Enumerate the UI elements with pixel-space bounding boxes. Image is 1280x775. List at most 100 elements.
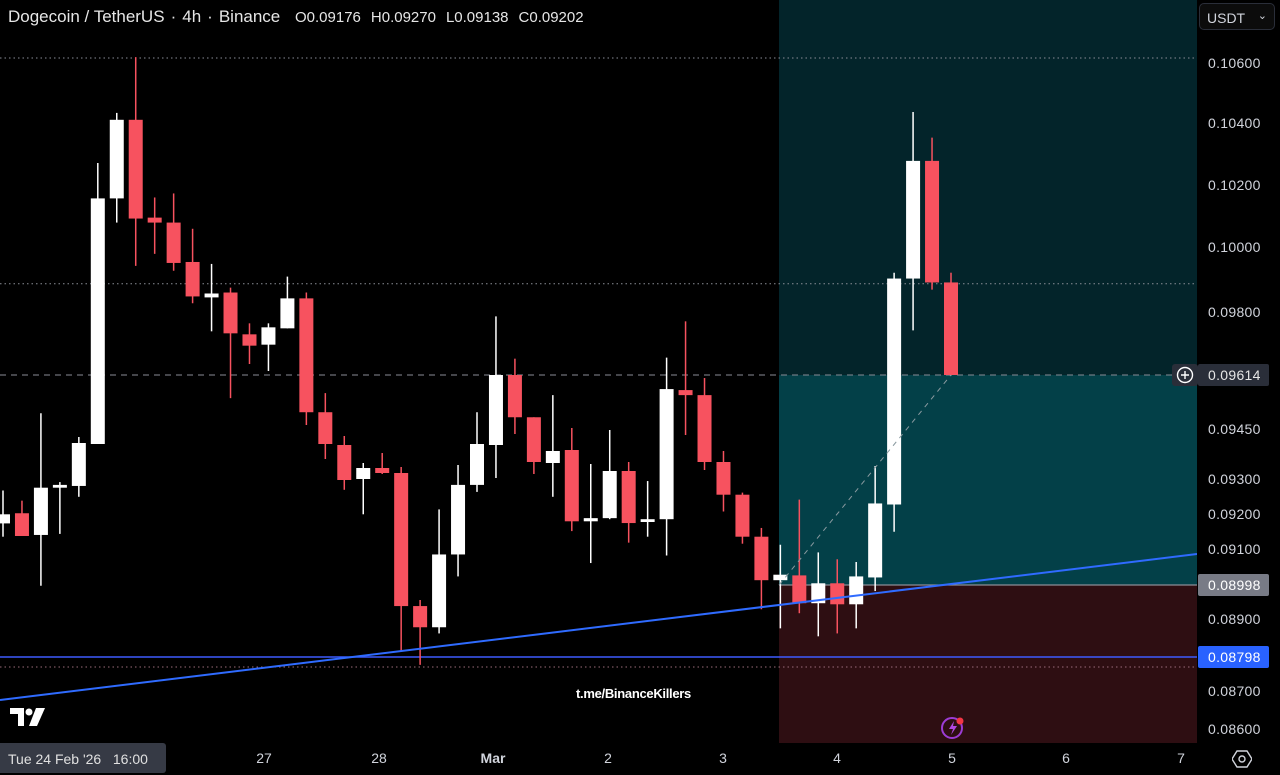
candle (356, 463, 371, 515)
candle-body (830, 583, 845, 605)
candle-body (735, 494, 750, 537)
candle (204, 263, 219, 332)
stop-loss-zone (779, 585, 1197, 743)
candle-body (413, 606, 428, 628)
candle-body (716, 462, 731, 495)
candle (602, 430, 617, 520)
candle-body (261, 327, 276, 345)
entry-price-label: 0.08998 (1198, 574, 1269, 596)
candle (659, 357, 674, 556)
candle-body (659, 389, 674, 520)
price-tick: 0.09450 (1208, 421, 1261, 437)
tradingview-logo[interactable] (10, 708, 46, 733)
crosshair-time-label: Tue 24 Feb '26 16:00 (0, 743, 166, 773)
time-tick: 6 (1062, 750, 1070, 766)
separator: · (207, 7, 213, 26)
candle-body (526, 417, 541, 462)
candle-body (128, 119, 143, 219)
candle-body (337, 445, 352, 480)
candle (394, 467, 409, 652)
candle (33, 413, 48, 586)
ohlc-high: H0.09270 (370, 9, 436, 26)
candle (413, 600, 428, 665)
time-tick: 7 (1177, 750, 1185, 766)
time-tick: 5 (948, 750, 956, 766)
candle (185, 228, 200, 304)
price-tick: 0.09200 (1208, 506, 1261, 522)
candle-body (811, 583, 826, 604)
candle (14, 500, 29, 536)
candle (944, 272, 958, 375)
candle (716, 451, 731, 512)
candle (0, 490, 10, 537)
candle-body (583, 518, 598, 522)
candle-body (52, 484, 67, 488)
candle (90, 163, 105, 444)
candle (735, 492, 750, 544)
candle (564, 427, 579, 532)
candle-body (754, 536, 769, 581)
candle-body (71, 443, 86, 486)
separator: · (170, 7, 177, 26)
chart-canvas[interactable] (0, 0, 1197, 743)
candle (470, 412, 484, 492)
price-tick: 0.10400 (1208, 115, 1261, 131)
candle (507, 358, 522, 434)
candle (583, 464, 598, 564)
candle-body (204, 293, 219, 298)
candle-body (564, 450, 579, 522)
candle-body (375, 468, 390, 473)
candle (773, 544, 788, 629)
candle-body (697, 395, 712, 462)
candle (640, 481, 655, 537)
candle (545, 395, 560, 497)
plus-circle-icon[interactable] (1172, 364, 1198, 386)
candle (280, 276, 295, 329)
time-tick: 2 (604, 750, 612, 766)
candle (147, 197, 162, 254)
candle (299, 292, 314, 425)
interval[interactable]: 4h (182, 7, 202, 26)
candle-body (90, 198, 105, 444)
price-tick: 0.10200 (1208, 177, 1261, 193)
candles-layer (0, 57, 958, 665)
price-tick: 0.09300 (1208, 471, 1261, 487)
candle (697, 378, 712, 470)
ohlc-open: O0.09176 (295, 9, 361, 26)
candle-body (451, 484, 466, 555)
gear-icon[interactable] (1231, 750, 1253, 773)
price-tick: 0.08700 (1208, 683, 1261, 699)
profit-zone-upper (779, 0, 1197, 375)
price-tick: 0.09100 (1208, 541, 1261, 557)
time-tick: 28 (371, 750, 387, 766)
candle (754, 527, 769, 610)
ohlc-low: L0.09138 (445, 9, 509, 26)
last-price-label: 0.09614 (1198, 364, 1269, 386)
candle (526, 417, 541, 474)
candle-body (678, 390, 693, 396)
exchange: Binance (218, 7, 281, 26)
candle-body (849, 576, 864, 605)
candle (109, 112, 124, 223)
trendline (0, 553, 1197, 701)
candle-body (0, 514, 10, 524)
time-tick: 3 (719, 750, 727, 766)
watermark: t.me/BinanceKillers (576, 686, 691, 701)
symbol-header: Dogecoin / TetherUS · 4h · Binance O0.09176 H… (8, 7, 590, 27)
symbol-name[interactable]: Dogecoin / TetherUS (8, 7, 165, 26)
candle (488, 316, 503, 478)
candle-body (280, 298, 295, 329)
currency-value: USDT (1207, 10, 1246, 26)
candle-body (640, 519, 655, 522)
candle (906, 112, 921, 331)
currency-dropdown[interactable]: USDT ⌄ (1199, 3, 1275, 30)
candle (792, 499, 807, 614)
candle-body (432, 554, 447, 628)
candle (375, 453, 390, 474)
candle-body (33, 487, 48, 535)
candle (621, 462, 636, 543)
candle-body (14, 513, 29, 536)
candle-body (887, 278, 902, 505)
lightning-alert-icon[interactable] (939, 714, 967, 747)
candle-body (944, 282, 958, 375)
